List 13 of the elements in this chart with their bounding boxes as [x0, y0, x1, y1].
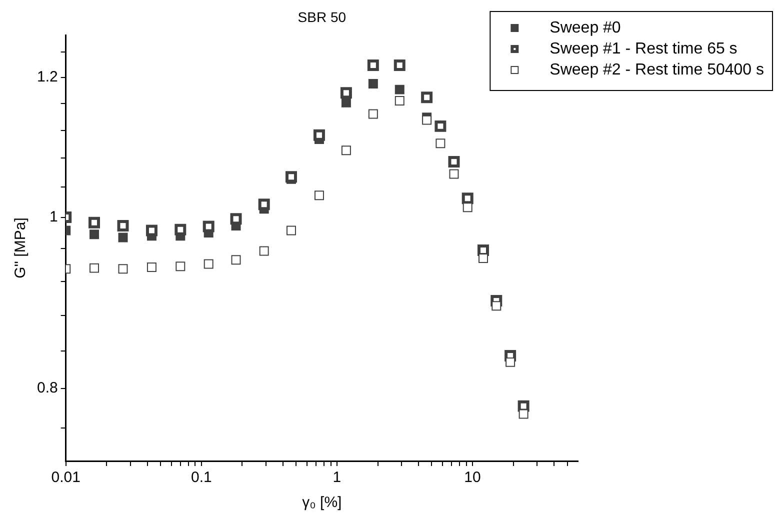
x-axis-title: γ₀ [%]	[302, 494, 342, 512]
legend-label: Sweep #1 - Rest time 65 s	[550, 40, 738, 58]
legend-label: Sweep #2 - Rest time 50400 s	[550, 61, 764, 78]
x-tick-label: 0.1	[190, 469, 212, 486]
x-tick-label: 10	[464, 469, 481, 486]
x-tick-label: 1	[332, 469, 342, 486]
y-tick-label: 1.2	[36, 68, 58, 86]
chart-title: SBR 50	[298, 8, 346, 25]
x-tick-label: 0.01	[51, 469, 80, 486]
y-tick-label: 0.8	[36, 380, 58, 397]
y-tick-label: 1	[50, 208, 58, 226]
y-axis-title: G'' [MPa]	[12, 218, 30, 278]
legend-label: Sweep #0	[550, 19, 621, 36]
